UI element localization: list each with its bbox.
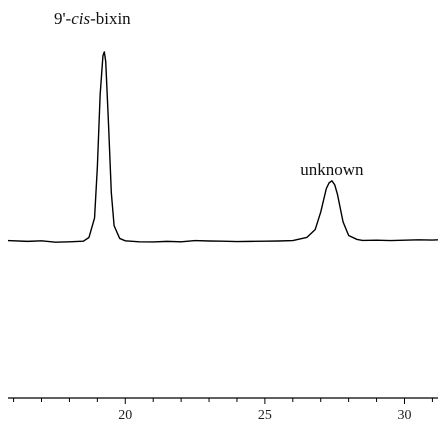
chromatogram-trace — [7, 51, 439, 243]
peak-label-unknown: unknown — [300, 160, 364, 179]
x-tick-label-30: 30 — [397, 408, 411, 423]
x-ticks — [13, 398, 433, 404]
peak-label-bixin: 9'-cis-bixin — [54, 9, 131, 28]
x-axis: 20 25 30 — [8, 397, 438, 423]
x-tick-labels: 20 25 30 — [118, 408, 411, 423]
x-tick-label-20: 20 — [118, 408, 132, 423]
x-tick-label-25: 25 — [258, 408, 272, 423]
